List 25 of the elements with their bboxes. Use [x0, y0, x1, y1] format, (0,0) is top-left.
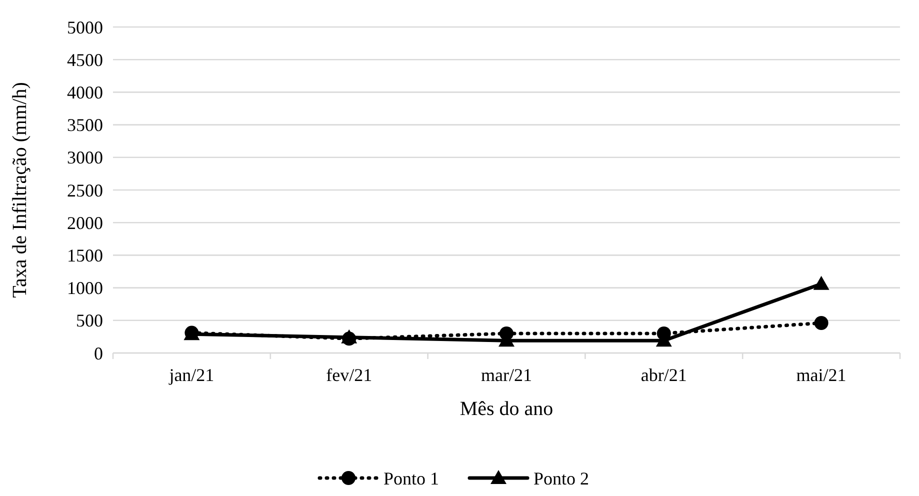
y-tick-label: 1500	[67, 246, 103, 266]
x-tick-label: mar/21	[481, 365, 532, 385]
y-tick-label: 0	[94, 343, 103, 364]
x-tick-label: fev/21	[326, 365, 372, 385]
legend-label: Ponto 2	[534, 468, 590, 488]
legend-label: Ponto 1	[384, 468, 440, 488]
y-tick-label: 2500	[67, 180, 103, 200]
x-axis-title: Mês do ano	[460, 398, 554, 420]
point	[813, 276, 830, 290]
point	[342, 332, 356, 346]
y-tick-label: 4500	[67, 50, 103, 70]
x-tick-label: jan/21	[168, 365, 214, 385]
point	[814, 316, 828, 330]
y-tick-label: 500	[76, 310, 103, 331]
y-tick-label: 3500	[67, 115, 103, 136]
y-tick-label: 4000	[67, 82, 103, 102]
x-tick-label: abr/21	[640, 365, 687, 385]
point	[500, 326, 514, 340]
y-tick-label: 1000	[67, 278, 103, 298]
point	[656, 326, 671, 340]
y-tick-label: 3000	[67, 148, 103, 168]
y-tick-label: 5000	[67, 17, 103, 38]
x-tick-label: mai/21	[796, 365, 846, 385]
y-tick-label: 2000	[67, 212, 103, 233]
y-axis-title: Taxa de Infiltração (mm/h)	[9, 82, 31, 298]
